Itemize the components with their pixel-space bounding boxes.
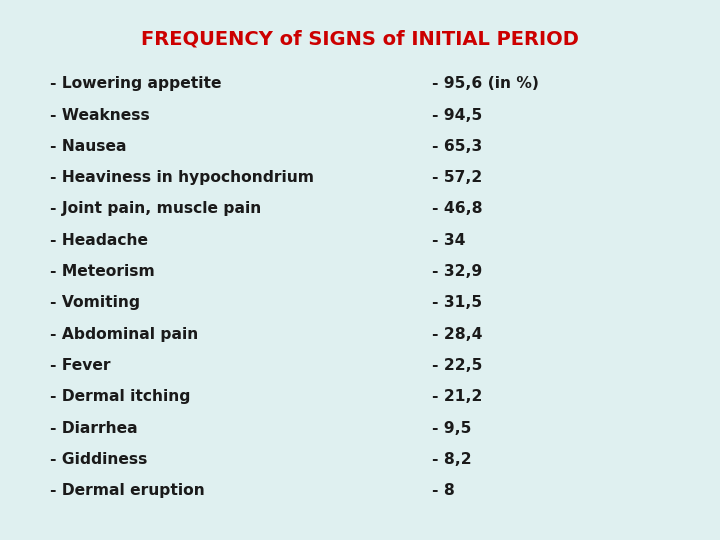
Text: - Vomiting: - Vomiting: [50, 295, 140, 310]
Text: FREQUENCY of SIGNS of INITIAL PERIOD: FREQUENCY of SIGNS of INITIAL PERIOD: [141, 30, 579, 49]
Text: - 34: - 34: [432, 233, 466, 248]
Text: - 46,8: - 46,8: [432, 201, 482, 217]
Text: - 8: - 8: [432, 483, 455, 498]
Text: - Abdominal pain: - Abdominal pain: [50, 327, 199, 342]
Text: - Headache: - Headache: [50, 233, 148, 248]
Text: - 22,5: - 22,5: [432, 358, 482, 373]
Text: - Fever: - Fever: [50, 358, 111, 373]
Text: - Giddiness: - Giddiness: [50, 452, 148, 467]
Text: - Meteorism: - Meteorism: [50, 264, 155, 279]
Text: - 9,5: - 9,5: [432, 421, 472, 436]
Text: - Lowering appetite: - Lowering appetite: [50, 76, 222, 91]
Text: - Weakness: - Weakness: [50, 107, 150, 123]
Text: - 8,2: - 8,2: [432, 452, 472, 467]
Text: - Nausea: - Nausea: [50, 139, 127, 154]
Text: - 32,9: - 32,9: [432, 264, 482, 279]
Text: - 28,4: - 28,4: [432, 327, 482, 342]
Text: - 57,2: - 57,2: [432, 170, 482, 185]
Text: - 21,2: - 21,2: [432, 389, 482, 404]
Text: - 95,6 (in %): - 95,6 (in %): [432, 76, 539, 91]
Text: - 31,5: - 31,5: [432, 295, 482, 310]
Text: - Heaviness in hypochondrium: - Heaviness in hypochondrium: [50, 170, 315, 185]
Text: - 65,3: - 65,3: [432, 139, 482, 154]
Text: - 94,5: - 94,5: [432, 107, 482, 123]
Text: - Diarrhea: - Diarrhea: [50, 421, 138, 436]
Text: - Joint pain, muscle pain: - Joint pain, muscle pain: [50, 201, 261, 217]
Text: - Dermal eruption: - Dermal eruption: [50, 483, 205, 498]
Text: - Dermal itching: - Dermal itching: [50, 389, 191, 404]
